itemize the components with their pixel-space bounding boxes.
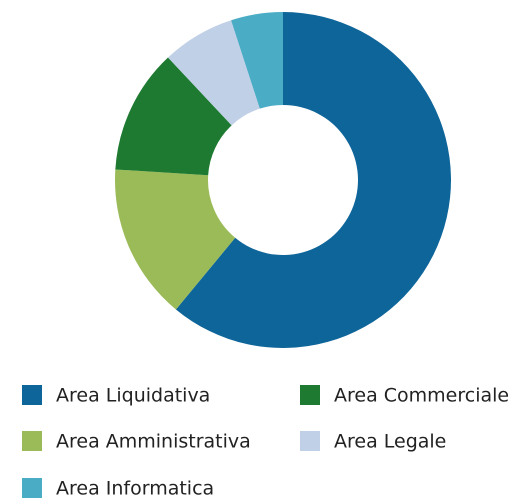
legend-label: Area Legale [334,431,446,453]
legend-label: Area Commerciale [334,385,509,407]
legend-label: Area Informatica [56,478,214,500]
donut-slice [115,169,236,310]
legend-swatch [22,385,42,405]
legend-swatch [22,431,42,451]
legend-swatch [300,431,320,451]
donut-slice [231,12,283,109]
legend-label: Area Liquidativa [56,385,210,407]
legend-swatch [22,478,42,498]
legend-swatch [300,385,320,405]
donut-slice [167,20,260,126]
donut-slice [115,57,232,176]
legend-label: Area Amministrativa [56,431,251,453]
donut-slice [175,12,451,348]
